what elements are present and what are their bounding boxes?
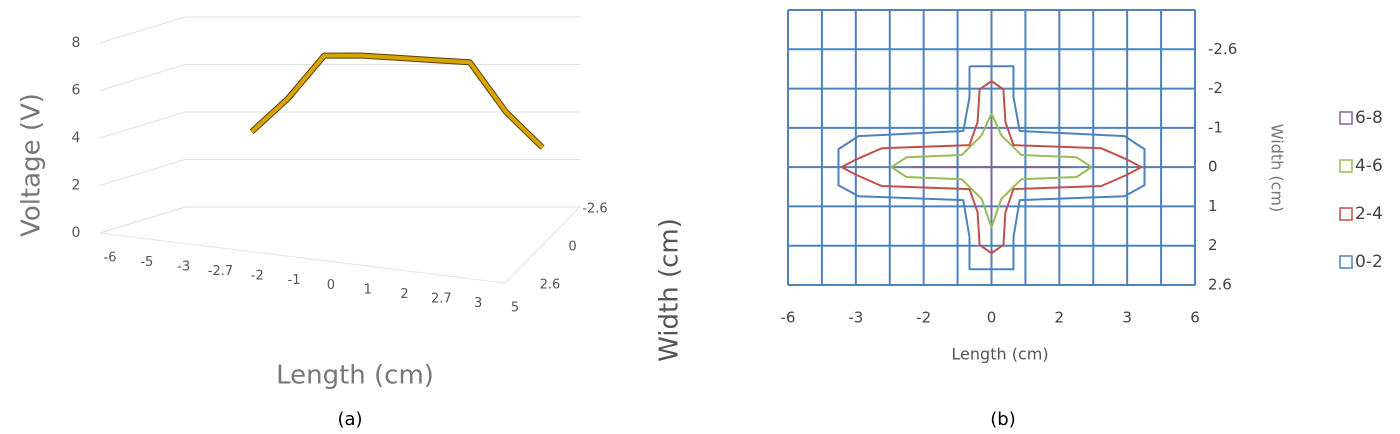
x-tick-label: 1: [364, 282, 372, 297]
legend-swatch: [1339, 159, 1353, 173]
grid-line: [99, 16, 580, 44]
x-tick-label: 2.7: [431, 291, 452, 306]
depth-tick-label: 2.6: [540, 278, 561, 293]
x-tick-label: 0: [327, 278, 335, 293]
y-tick-label: 2: [72, 178, 81, 194]
y-tick-label: 4: [72, 130, 81, 146]
legend-swatch: [1339, 111, 1353, 125]
y-axis-title: Voltage (V): [17, 93, 47, 237]
depth-axis-title: Width (cm): [655, 218, 685, 362]
y-tick-label: 0: [72, 225, 81, 241]
x-tick-label: 6: [1190, 309, 1200, 327]
x-tick-label: -2: [916, 309, 931, 327]
x-tick-label: 2: [400, 287, 408, 302]
x-tick-label: -1: [288, 273, 301, 288]
x-axis-title: Length (cm): [276, 361, 434, 391]
data-line: [250, 53, 544, 150]
y-tick-label: 1: [1208, 197, 1218, 215]
y-tick-label: -1: [1208, 118, 1223, 136]
x-tick-label: -5: [140, 255, 153, 270]
x-tick-label: -2: [251, 269, 264, 284]
y-tick-label: -2.6: [1208, 40, 1237, 58]
x-tick-label: 3: [1122, 309, 1132, 327]
y-axis-title: Width (cm): [1268, 124, 1287, 212]
y-tick-label: 0: [1208, 158, 1218, 176]
caption: (a): [337, 409, 362, 430]
x-axis-title: Length (cm): [951, 345, 1048, 364]
x-tick-label: -6: [781, 309, 796, 327]
contour-line: [840, 80, 1143, 255]
contour-line: [911, 122, 1072, 217]
legend-label: 2-4: [1355, 204, 1383, 224]
x-tick-label: -2.7: [208, 264, 233, 279]
y-tick-label: 2.6: [1208, 276, 1232, 294]
contour-line: [890, 112, 1093, 229]
x-tick-label: 5: [511, 301, 519, 316]
legend-swatch: [1339, 255, 1353, 269]
grid-line: [99, 111, 580, 139]
contour-line: [837, 65, 1146, 271]
depth-tick-label: 0: [568, 240, 576, 255]
y-tick-label: -2: [1208, 79, 1223, 97]
y-tick-label: 6: [72, 83, 81, 99]
legend-label: 4-6: [1355, 156, 1383, 176]
depth-tick-label: -2.6: [582, 202, 607, 217]
grid-line: [99, 159, 580, 186]
x-tick-label: -3: [177, 260, 190, 275]
x-tick-label: -6: [104, 251, 117, 266]
x-tick-label: 0: [987, 309, 997, 327]
grid-line: [99, 64, 580, 91]
legend-swatch: [1339, 207, 1353, 221]
legend-label: 0-2: [1355, 252, 1383, 272]
legend-label: 6-8: [1355, 108, 1383, 128]
caption: (b): [990, 409, 1015, 430]
x-tick-label: 3: [474, 296, 482, 311]
x-tick-label: 2: [1055, 309, 1065, 327]
grid-line: [99, 206, 580, 234]
y-tick-label: 8: [72, 35, 81, 51]
x-tick-label: -3: [848, 309, 863, 327]
y-tick-label: 2: [1208, 236, 1218, 254]
